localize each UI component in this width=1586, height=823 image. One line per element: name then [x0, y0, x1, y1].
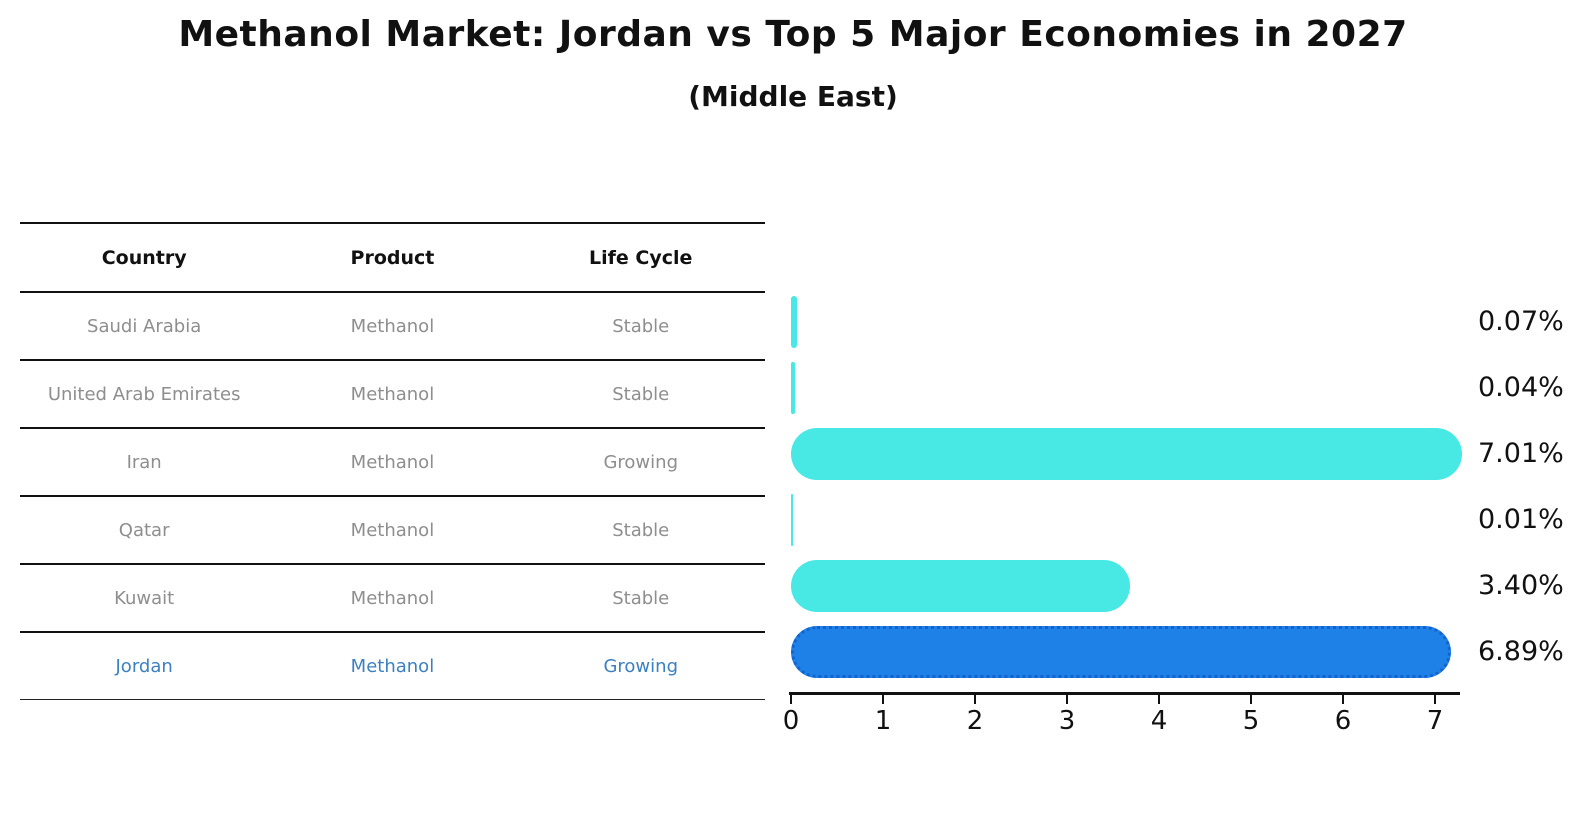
- x-axis-tick: [1065, 694, 1069, 704]
- table-row: Iran Methanol Growing: [20, 429, 765, 497]
- cell-product: Methanol: [350, 587, 435, 609]
- x-axis-tick-label: 4: [1150, 706, 1168, 736]
- cell-product: Methanol: [350, 315, 435, 337]
- bar-qatar: [791, 494, 793, 546]
- cell-lifecycle: Stable: [612, 587, 670, 609]
- bar-united-arab-emirates: [791, 362, 795, 414]
- cell-country: Iran: [126, 451, 162, 473]
- x-axis-tick-label: 2: [966, 706, 984, 736]
- cell-country: Jordan: [115, 655, 173, 677]
- bar-kuwait: [791, 560, 1130, 612]
- x-axis-tick: [1249, 694, 1253, 704]
- cell-product: Methanol: [350, 519, 435, 541]
- bar-value-label: 3.40%: [1478, 570, 1564, 601]
- cell-product: Methanol: [350, 655, 435, 677]
- x-axis-tick-label: 3: [1058, 706, 1076, 736]
- x-axis-tick-label: 1: [874, 706, 892, 736]
- x-axis-tick-label: 6: [1334, 706, 1352, 736]
- x-axis-tick: [881, 694, 885, 704]
- x-axis-tick-label: 0: [782, 706, 800, 736]
- cell-country: Saudi Arabia: [87, 315, 202, 337]
- bar-highlight-jordan: [791, 626, 1451, 678]
- cell-country: Kuwait: [114, 587, 175, 609]
- cell-product: Methanol: [350, 383, 435, 405]
- table-header-row: Country Product Life Cycle: [20, 224, 765, 293]
- cell-country: Qatar: [118, 519, 170, 541]
- bar-value-label: 0.01%: [1478, 504, 1564, 535]
- cell-lifecycle: Stable: [612, 383, 670, 405]
- table-row: Qatar Methanol Stable: [20, 497, 765, 565]
- bar-iran: [791, 428, 1462, 480]
- x-axis-tick: [789, 694, 793, 704]
- bar-value-label: 0.07%: [1478, 306, 1564, 337]
- x-axis-tick: [1433, 694, 1437, 704]
- table-row: United Arab Emirates Methanol Stable: [20, 361, 765, 429]
- cell-lifecycle: Growing: [603, 451, 678, 473]
- bar-value-label: 0.04%: [1478, 372, 1564, 403]
- bar-saudi-arabia: [791, 296, 798, 348]
- chart-title: Methanol Market: Jordan vs Top 5 Major E…: [178, 14, 1408, 55]
- x-axis-tick-label: 5: [1242, 706, 1260, 736]
- column-header-country: Country: [101, 246, 187, 269]
- column-header-lifecycle: Life Cycle: [589, 246, 693, 269]
- x-axis-tick: [1341, 694, 1345, 704]
- x-axis-tick: [973, 694, 977, 704]
- cell-lifecycle: Growing: [603, 655, 678, 677]
- bar-value-label: 7.01%: [1478, 438, 1564, 469]
- column-header-product: Product: [350, 246, 435, 269]
- chart-subtitle: (Middle East): [688, 80, 898, 113]
- cell-country: United Arab Emirates: [47, 383, 241, 405]
- cell-lifecycle: Stable: [612, 315, 670, 337]
- x-axis-tick: [1157, 694, 1161, 704]
- comparison-table: Country Product Life Cycle Saudi Arabia M…: [20, 222, 765, 700]
- table-row: Jordan Methanol Growing: [20, 633, 765, 700]
- table-row: Kuwait Methanol Stable: [20, 565, 765, 633]
- table-body: Saudi Arabia Methanol Stable United Arab Em…: [20, 293, 765, 700]
- table-row: Saudi Arabia Methanol Stable: [20, 293, 765, 361]
- cell-product: Methanol: [350, 451, 435, 473]
- bar-value-label: 6.89%: [1478, 636, 1564, 667]
- cell-lifecycle: Stable: [612, 519, 670, 541]
- x-axis-tick-label: 7: [1426, 706, 1444, 736]
- x-axis-line: [789, 692, 1460, 695]
